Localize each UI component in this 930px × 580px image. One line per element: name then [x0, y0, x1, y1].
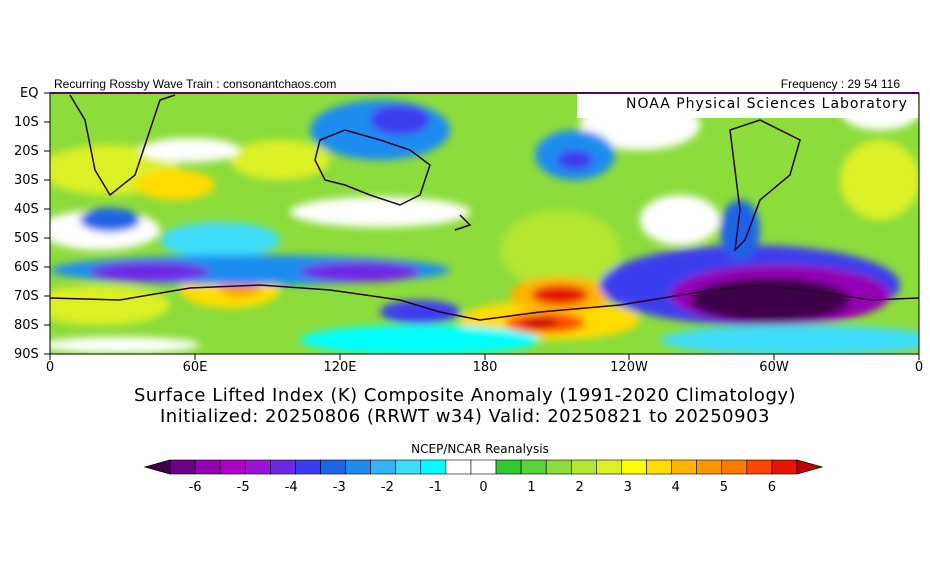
colorbar-cell: [420, 459, 447, 475]
colorbar-tick-label: -2: [380, 480, 394, 495]
lat-label: 80S: [14, 318, 39, 333]
lon-label: 0: [914, 360, 924, 375]
colorbar-cell: [320, 459, 346, 475]
colorbar-cell: [270, 459, 296, 475]
colorbar-tick-label: 6: [767, 480, 777, 495]
colorbar-tick-label: -5: [236, 480, 250, 495]
colorbar-tick-label: -1: [428, 480, 442, 495]
lat-label: 40S: [14, 202, 39, 217]
colorbar-cell: [169, 459, 196, 475]
coastlines: [50, 94, 919, 321]
colorbar-tick-label: -4: [284, 480, 298, 495]
lon-label: 60W: [759, 360, 789, 375]
colorbar-cell: [545, 459, 572, 475]
lat-label: 10S: [14, 115, 39, 130]
colorbar-cell: [345, 459, 371, 475]
colorbar-tick-label: -3: [332, 480, 346, 495]
colorbar-cell: [646, 459, 672, 475]
lon-label: 60E: [182, 360, 208, 375]
colorbar-cell: [395, 459, 422, 475]
colorbar-cell: [671, 459, 697, 475]
colorbar-cell: [495, 459, 522, 475]
colorbar: [143, 459, 824, 475]
colorbar-tick-label: 3: [623, 480, 632, 495]
colorbar-cell: [244, 459, 271, 475]
colorbar-tick-label: 5: [719, 480, 728, 495]
lon-label: 0: [45, 360, 55, 375]
colorbar-tick-label: 0: [479, 480, 488, 495]
lat-label: 60S: [14, 260, 39, 275]
colorbar-cell: [596, 459, 622, 475]
lat-label: EQ: [20, 86, 39, 101]
colorbar-tick-label: 4: [671, 480, 680, 495]
lat-label: 30S: [14, 173, 39, 188]
colorbar-cell: [295, 459, 321, 475]
colorbar-cell: [370, 459, 397, 475]
colorbar-cell: [696, 459, 723, 475]
colorbar-cell: [771, 459, 798, 475]
colorbar-tick-label: 1: [527, 480, 536, 495]
map-title-line1: Surface Lifted Index (K) Composite Anoma…: [133, 385, 797, 406]
colorbar-title: NCEP/NCAR Reanalysis: [411, 442, 549, 456]
colorbar-tick-label: -6: [188, 480, 202, 495]
lat-label: 90S: [14, 347, 39, 362]
colorbar-cell: [194, 459, 221, 475]
colorbar-cell: [570, 459, 597, 475]
colorbar-cell: [746, 459, 773, 475]
lat-label: 50S: [14, 231, 39, 246]
colorbar-cell: [470, 459, 497, 475]
lat-label: 20S: [14, 144, 39, 159]
anomaly-field: [50, 93, 919, 354]
colorbar-cell: [721, 459, 748, 475]
header-left-text: Recurring Rossby Wave Train : consonantc…: [54, 77, 337, 91]
colorbar-cell: [520, 459, 547, 475]
colorbar-cell: [445, 459, 472, 475]
lon-label: 120E: [323, 360, 357, 375]
lat-label: 70S: [14, 289, 39, 304]
watermark-label: NOAA Physical Sciences Laboratory: [626, 96, 908, 112]
lon-label: 120W: [610, 360, 648, 375]
header-right-text: Frequency : 29 54 116: [780, 77, 900, 91]
map-title-line2: Initialized: 20250806 (RRWT w34) Valid: …: [160, 406, 770, 427]
colorbar-tick-label: 2: [575, 480, 584, 495]
lon-label: 180: [472, 360, 498, 375]
colorbar-cell: [219, 459, 246, 475]
colorbar-cell: [621, 459, 647, 475]
